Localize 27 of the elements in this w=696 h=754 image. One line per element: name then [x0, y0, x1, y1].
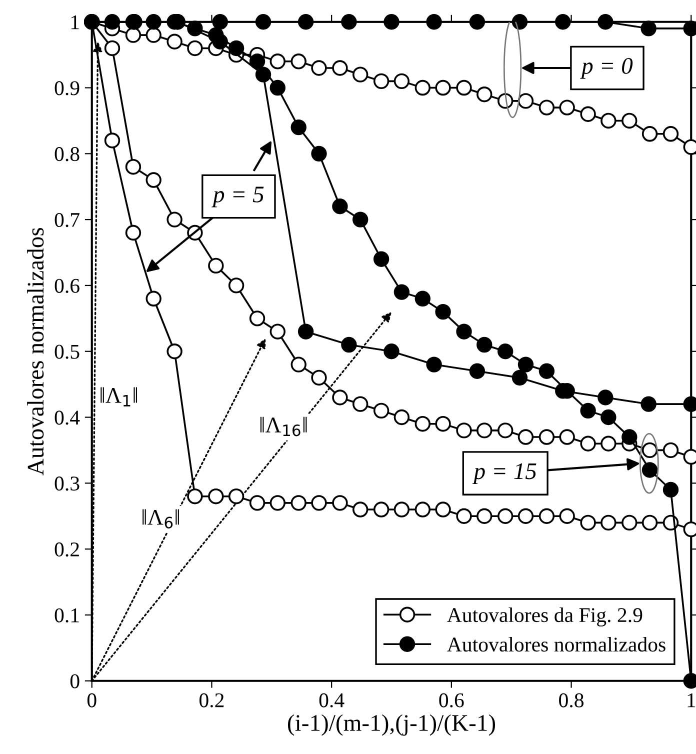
- annotation: ‖Λ$_{1}$‖: [100, 387, 138, 406]
- x-tick-label: 0: [87, 693, 96, 708]
- x-tick-label: 0.2: [199, 693, 224, 708]
- annotation: p = 5: [212, 186, 264, 208]
- y-tick-label: 0.7: [54, 212, 80, 228]
- y-tick-label: 0.4: [54, 410, 80, 425]
- x-tick-label: 0.4: [319, 693, 344, 708]
- x-tick-label: 1: [688, 693, 696, 708]
- legend-label: Autovalores da Fig. 2.9: [447, 607, 642, 626]
- y-tick-label: 0.3: [54, 476, 80, 491]
- legend-label: Autovalores normalizados: [447, 636, 666, 652]
- y-tick-label: 0.8: [54, 147, 80, 162]
- annotation: ‖Λ$_{16}$‖: [260, 416, 307, 436]
- x-axis-title: (i-1)/(m-1),(j-1)/(K-1): [288, 714, 496, 736]
- y-tick-label: 0: [70, 674, 80, 688]
- annotation: ‖Λ$_{6}$‖: [142, 509, 179, 528]
- y-tick-label: 0.1: [54, 608, 79, 622]
- x-tick-label: 0.8: [559, 693, 584, 708]
- y-tick-label: 0.2: [54, 542, 79, 557]
- annotation: p = 15: [472, 463, 536, 484]
- x-tick-label: 0.6: [439, 693, 464, 708]
- y-tick-label: 0.9: [54, 81, 80, 96]
- y-axis-title: Autovalores normalizados: [27, 228, 44, 476]
- annotation: p = 0: [580, 58, 633, 79]
- y-tick-label: 0.6: [54, 278, 80, 293]
- y-tick-label: 1: [71, 15, 79, 30]
- y-tick-label: 0.5: [54, 344, 80, 359]
